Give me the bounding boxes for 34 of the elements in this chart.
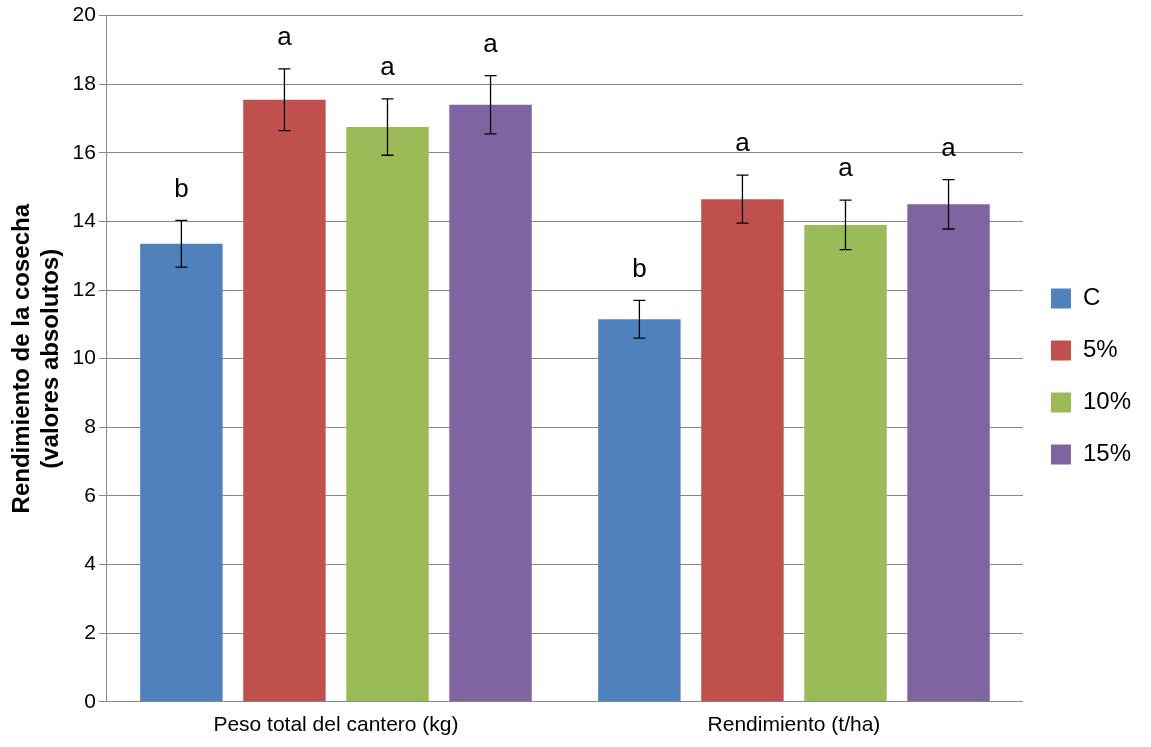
data-label: a: [483, 27, 499, 58]
data-label: a: [380, 51, 396, 82]
y-tick-label: 10: [72, 345, 96, 369]
data-label: b: [632, 252, 647, 283]
bar: [140, 243, 223, 702]
data-label: a: [941, 131, 957, 162]
legend-label: 10%: [1082, 387, 1132, 415]
y-tick-label: 6: [84, 482, 96, 506]
y-tick-label: 4: [84, 551, 97, 575]
bar: [598, 319, 681, 702]
data-label: a: [838, 152, 854, 183]
data-label: b: [174, 172, 189, 203]
legend-label: C: [1082, 283, 1101, 311]
y-tick-label: 20: [72, 2, 96, 26]
bar: [701, 199, 784, 702]
y-axis-title: Rendimiento de la cosecha (valores absolutos): [7, 203, 63, 514]
legend-label: 15%: [1082, 439, 1132, 467]
y-tick-label: 8: [84, 414, 96, 438]
y-tick-label: 14: [72, 208, 97, 232]
x-tick-label: Peso total del cantero (kg): [213, 712, 459, 736]
bar: [804, 224, 887, 702]
data-label: a: [735, 127, 751, 158]
y-tick-label: 2: [84, 619, 96, 643]
data-label: a: [277, 20, 293, 51]
y-tick-label: 0: [84, 688, 96, 712]
x-tick-label: Rendimiento (t/ha): [707, 712, 881, 736]
legend-label: 5%: [1082, 335, 1118, 363]
bar: [907, 204, 990, 702]
y-tick-label: 18: [72, 71, 96, 95]
bar: [243, 99, 326, 702]
bar: [449, 104, 532, 702]
y-tick-label: 12: [72, 276, 96, 300]
y-tick-label: 16: [72, 139, 96, 163]
bar: [346, 127, 429, 702]
